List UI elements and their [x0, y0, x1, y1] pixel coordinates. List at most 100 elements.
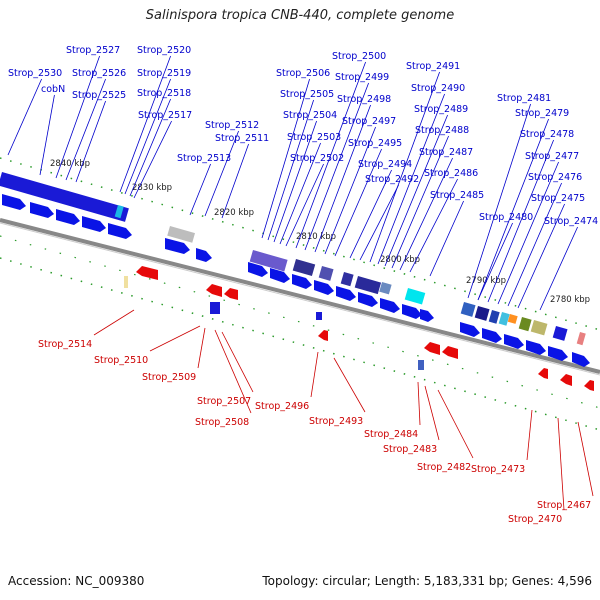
reverse-gene-label[interactable]: Strop_2496 — [255, 351, 319, 412]
leader-line — [261, 78, 310, 239]
accession-text: Accession: NC_009380 — [8, 574, 145, 588]
forward-gene-label[interactable]: Strop_2512 — [204, 120, 259, 217]
forward-gene-label[interactable]: Strop_2492 — [359, 174, 419, 261]
forward-gene-label[interactable]: Strop_2486 — [409, 168, 478, 273]
forward-gene-label[interactable]: Strop_2497 — [324, 116, 396, 255]
forward-gene-label[interactable]: Strop_2499 — [304, 72, 389, 251]
forward-gene-label[interactable]: Strop_2517 — [133, 110, 192, 199]
gene-label-text: Strop_2476 — [528, 172, 582, 183]
forward-gene-label[interactable]: Strop_2519 — [124, 68, 191, 195]
reverse-gene-label[interactable]: Strop_2473 — [471, 409, 533, 475]
forward-gene-label[interactable]: Strop_2518 — [129, 88, 191, 197]
forward-gene-label[interactable]: Strop_2513 — [177, 153, 231, 216]
forward-gene-label[interactable]: cobN — [39, 84, 65, 176]
leader-line — [507, 182, 562, 307]
leader-line — [197, 327, 206, 369]
forward-gene-label[interactable]: Strop_2487 — [399, 147, 473, 271]
leader-line — [417, 381, 421, 426]
forward-gene-label[interactable]: Strop_2490 — [377, 83, 465, 265]
gene-label-text: Strop_2496 — [255, 401, 309, 412]
reverse-gene-label[interactable]: Strop_2483 — [383, 385, 440, 455]
forward-gene-label[interactable]: Strop_2527 — [55, 45, 120, 179]
kbp-marker: 2780 kbp — [550, 295, 590, 305]
gene-label-text: Strop_2499 — [335, 72, 389, 83]
forward-gene-track — [0, 172, 590, 367]
reverse-gene-label[interactable]: Strop_2514 — [38, 309, 135, 350]
forward-gene-label[interactable]: Strop_2520 — [119, 45, 191, 193]
forward-gene-label[interactable]: Strop_2506 — [261, 68, 330, 239]
gene-label-text: Strop_2489 — [414, 104, 468, 115]
gene-label-text: Strop_2470 — [508, 514, 562, 525]
reverse-gene-label[interactable]: Strop_2484 — [364, 381, 421, 440]
gene-label-text: Strop_2518 — [137, 88, 191, 99]
leader-line — [517, 203, 565, 309]
leader-line — [577, 421, 594, 497]
gene-label-text: Strop_2487 — [419, 147, 473, 158]
leader-line — [333, 357, 366, 413]
forward-gene-label[interactable]: Strop_2479 — [477, 108, 569, 301]
topology-text: Topology: circular; Length: 5,183,331 bp… — [262, 574, 592, 588]
forward-gene-label[interactable]: Strop_2474 — [539, 216, 598, 311]
forward-gene-label[interactable]: Strop_2476 — [507, 172, 582, 307]
leader-line — [497, 161, 559, 305]
leader-line — [359, 184, 399, 261]
kbp-marker: 2810 kbp — [296, 232, 336, 242]
forward-gene-label[interactable]: Strop_2478 — [487, 129, 574, 303]
leader-line — [477, 118, 549, 301]
kbp-marker: 2830 kbp — [132, 183, 172, 193]
forward-gene-label[interactable]: Strop_2485 — [429, 190, 484, 277]
reverse-gene-label[interactable]: Strop_2508 — [195, 329, 252, 428]
reverse-gene-label[interactable]: Strop_2467 — [537, 421, 594, 511]
leader-line — [65, 78, 106, 181]
leader-line — [133, 120, 172, 199]
forward-gene-label[interactable]: Strop_2480 — [477, 212, 533, 301]
gene-label-text: Strop_2526 — [72, 68, 126, 79]
kbp-marker: 2800 kbp — [380, 255, 420, 265]
leader-line — [304, 82, 369, 251]
reverse-gene-label[interactable]: Strop_2493 — [309, 357, 366, 427]
forward-gene-label[interactable]: Strop_2498 — [314, 94, 391, 253]
forward-gene-label[interactable]: Strop_2525 — [72, 90, 126, 183]
gene-label-text: Strop_2509 — [142, 372, 196, 383]
forward-gene-label[interactable]: Strop_2491 — [369, 61, 460, 263]
forward-gene-label[interactable]: Strop_2530 — [7, 68, 62, 156]
reverse-gene-label[interactable]: Strop_2509 — [142, 327, 206, 383]
gene-label-text: Strop_2490 — [411, 83, 465, 94]
forward-gene-label[interactable]: Strop_2495 — [334, 138, 402, 257]
kbp-markers: 2840 kbp 2830 kbp 2820 kbp 2810 kbp 2800 kbp… — [50, 159, 590, 305]
reverse-gene-label[interactable]: Strop_2470 — [508, 417, 565, 525]
gene-label-text: Strop_2527 — [66, 45, 120, 56]
forward-gene-label[interactable]: Strop_2511 — [215, 133, 269, 219]
forward-gene-label[interactable]: Strop_2502 — [285, 153, 344, 247]
leader-line — [324, 126, 376, 255]
gene-label-text: Strop_2502 — [290, 153, 344, 164]
leader-line — [557, 417, 565, 511]
leader-line — [75, 100, 106, 183]
forward-gene-label[interactable]: Strop_2477 — [497, 151, 579, 305]
gene-label-text: Strop_2486 — [424, 168, 478, 179]
forward-gene-label[interactable]: Strop_2505 — [267, 89, 334, 241]
gene-label-text: Strop_2525 — [72, 90, 126, 101]
leader-line — [391, 135, 449, 269]
leader-line — [221, 331, 254, 393]
reverse-gene-label[interactable]: Strop_2510 — [94, 325, 201, 366]
forward-gene-label[interactable]: Strop_2488 — [391, 125, 469, 269]
leader-line — [285, 163, 324, 247]
forward-gene-label[interactable]: Strop_2504 — [273, 110, 337, 243]
leader-line — [214, 329, 252, 414]
reverse-gene-label[interactable]: Strop_2482 — [417, 389, 474, 473]
forward-gene-label[interactable]: Strop_2494 — [349, 159, 412, 259]
gene-label-text: Strop_2511 — [215, 133, 269, 144]
leader-line — [295, 61, 366, 249]
gene-label-text: Strop_2492 — [365, 174, 419, 185]
forward-gene-label[interactable]: Strop_2489 — [384, 104, 468, 267]
gene-label-text: Strop_2494 — [358, 159, 412, 170]
forward-gene-label[interactable]: Strop_2503 — [279, 132, 341, 245]
forward-gene-label[interactable]: Strop_2526 — [65, 68, 126, 181]
forward-gene-label[interactable]: Strop_2481 — [467, 93, 551, 299]
reverse-gene-label[interactable]: Strop_2507 — [197, 331, 254, 407]
leader-line — [149, 325, 201, 352]
forward-gene-label[interactable]: Strop_2475 — [517, 193, 585, 309]
forward-gene-label[interactable]: Strop_2500 — [295, 51, 386, 249]
